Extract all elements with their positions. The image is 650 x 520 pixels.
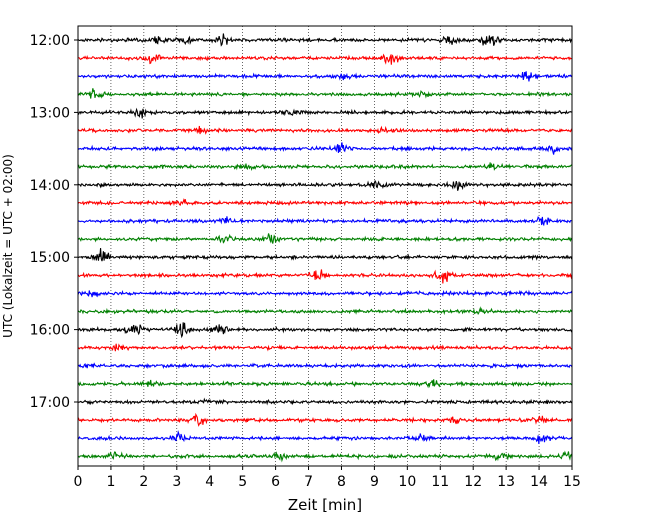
y-tick-label: 12:00 [30, 33, 70, 49]
trace-row [78, 248, 572, 261]
trace-row [78, 34, 572, 46]
trace-row [78, 109, 572, 119]
y-axis-label: UTC (Lokalzeit = UTC + 02:00) [1, 154, 15, 338]
trace-row [78, 432, 572, 444]
x-tick-label: 7 [304, 474, 313, 490]
trace-row [78, 142, 572, 154]
trace-row [78, 162, 572, 169]
trace-row [78, 290, 572, 297]
x-tick-label: 15 [563, 474, 581, 490]
y-tick-label: 15:00 [30, 250, 70, 266]
y-tick-label: 16:00 [30, 323, 70, 339]
x-axis: 0 1 2 3 4 5 6 7 8 9 10 11 12 13 14 15 [74, 466, 581, 490]
trace-row [78, 415, 572, 426]
y-tick-label: 14:00 [30, 178, 70, 194]
trace-row [78, 88, 572, 98]
grid-lines [78, 26, 572, 466]
x-tick-label: 9 [370, 474, 379, 490]
x-axis-label: Zeit [min] [288, 496, 362, 514]
trace-row [78, 308, 572, 314]
trace-row [78, 379, 572, 387]
trace-row [78, 126, 572, 134]
x-tick-label: 14 [530, 474, 548, 490]
trace-row [78, 451, 572, 460]
x-tick-label: 0 [74, 474, 83, 490]
trace-row [78, 71, 572, 81]
trace-row [78, 199, 572, 205]
trace-row [78, 322, 572, 336]
trace-row [78, 364, 572, 368]
x-tick-label: 12 [464, 474, 482, 490]
trace-row [78, 233, 572, 243]
trace-row [78, 269, 572, 283]
y-tick-label: 13:00 [30, 105, 70, 121]
x-tick-label: 2 [139, 474, 148, 490]
x-tick-label: 3 [172, 474, 181, 490]
trace-rows [78, 34, 572, 461]
x-tick-label: 1 [106, 474, 115, 490]
trace-row [78, 344, 572, 351]
x-tick-label: 8 [337, 474, 346, 490]
trace-row [78, 216, 572, 225]
x-tick-label: 11 [431, 474, 449, 490]
x-tick-label: 13 [497, 474, 515, 490]
y-tick-label: 17:00 [30, 395, 70, 411]
x-tick-label: 10 [398, 474, 416, 490]
x-tick-label: 6 [271, 474, 280, 490]
trace-row [78, 181, 572, 191]
trace-row [78, 55, 572, 65]
y-axis: 12:00 13:00 14:00 15:00 16:00 17:00 [30, 33, 78, 411]
plot-frame [78, 26, 572, 466]
x-tick-label: 5 [238, 474, 247, 490]
x-tick-label: 4 [205, 474, 214, 490]
trace-row [78, 399, 572, 404]
